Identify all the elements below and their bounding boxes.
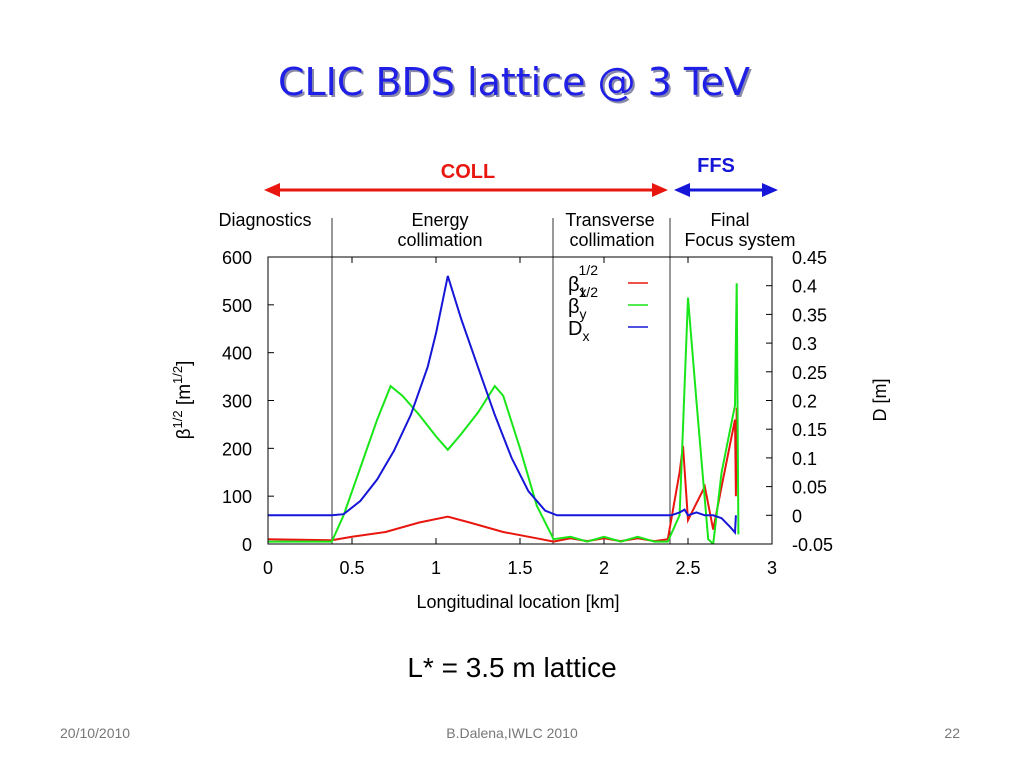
section-label: collimation [397, 230, 482, 250]
y-tick-label: 100 [222, 487, 252, 507]
x-tick-label: 0 [263, 558, 273, 578]
ffs-label: FFS [697, 155, 735, 177]
section-label: Transverse [565, 210, 654, 230]
footer-author: B.Dalena,IWLC 2010 [446, 725, 578, 741]
title: CLIC BDS lattice @ 3 TeV [278, 60, 750, 104]
y-label-part: β [174, 428, 195, 439]
y-label-part: 1/2 [170, 366, 185, 384]
legend-label-part: x [582, 328, 589, 344]
y-tick-label: 500 [222, 296, 252, 316]
y2-tick-label: 0.15 [792, 420, 827, 440]
x-tick-label: 1 [431, 558, 441, 578]
x-tick-label: 0.5 [339, 558, 364, 578]
legend-label: Dx [568, 318, 589, 344]
legend-label-part: 1/2 [579, 262, 599, 278]
x-axis-label: Longitudinal location [km] [416, 592, 619, 612]
y2-tick-label: 0 [792, 506, 802, 526]
y-tick-label: 200 [222, 439, 252, 459]
legend-label: βy 1/2 [568, 284, 598, 322]
footer-page: 22 [944, 725, 960, 741]
plot-frame [267, 256, 773, 545]
section-label: Diagnostics [218, 210, 311, 230]
section-dividers [331, 218, 671, 544]
y-label-part: ] [174, 361, 195, 366]
y2-tick-label: 0.4 [792, 277, 817, 297]
legend-label-part: 1/2 [579, 284, 599, 300]
legend-label-part: β [568, 274, 580, 296]
series-line [268, 283, 740, 544]
y2-axis-label: D [m] [870, 379, 890, 422]
coll-label: COLL [441, 161, 495, 183]
y-tick-label: 0 [242, 535, 252, 555]
x-tick-label: 2.5 [675, 558, 700, 578]
legend-label-part: y [580, 306, 587, 322]
legend-label-part: x [580, 284, 587, 300]
y2-tick-label: 0.3 [792, 334, 817, 354]
coll-arrow [264, 183, 668, 197]
y2-tick-label: 0.25 [792, 363, 827, 383]
section-label: Final [710, 210, 749, 230]
ffs-arrow [674, 183, 778, 197]
section-label: Focus system [684, 230, 795, 250]
y2-tick-label: 0.2 [792, 392, 817, 412]
legend-label-part: D [568, 318, 582, 340]
legend-label: βx1/2 [568, 262, 598, 300]
y2-tick-label: 0.05 [792, 478, 827, 498]
y-axis-label: β1/2 [m1/2] [170, 361, 195, 440]
title-shadow: CLIC BDS lattice @ 3 TeV [280, 62, 752, 106]
y-tick-label: 400 [222, 344, 252, 364]
y-label-part: 1/2 [170, 410, 185, 428]
y-tick-label: 300 [222, 392, 252, 412]
y-tick-label: 600 [222, 248, 252, 268]
chart: 0 0.5 1 1.5 2 2.5 3 0 100 200 300 400 500 600 -0.05 0 0.… [222, 248, 833, 578]
x-tick-label: 3 [767, 558, 777, 578]
section-label: collimation [569, 230, 654, 250]
series-line [268, 407, 738, 543]
y-label-part: [m [174, 384, 195, 410]
series-line [268, 275, 737, 536]
x-tick-label: 2 [599, 558, 609, 578]
x-tick-label: 1.5 [507, 558, 532, 578]
section-label: Energy [411, 210, 468, 230]
y2-tick-label: 0.35 [792, 305, 827, 325]
y2-tick-label: 0.1 [792, 449, 817, 469]
y2-tick-label: 0.45 [792, 248, 827, 268]
legend-label-part: β [568, 296, 580, 318]
y2-tick-label: -0.05 [792, 535, 833, 555]
footer-date: 20/10/2010 [60, 725, 130, 741]
caption: L* = 3.5 m lattice [407, 652, 616, 683]
